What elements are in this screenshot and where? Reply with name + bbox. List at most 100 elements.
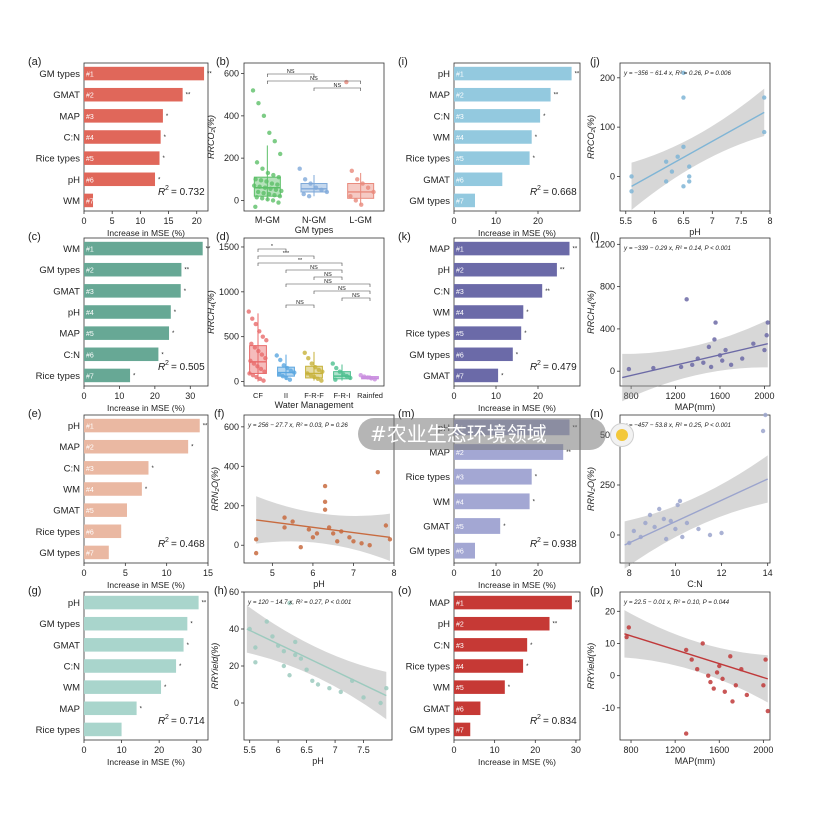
data-point [714,670,720,675]
bar-code-label: #1 [86,247,94,254]
bar-6 [454,368,499,383]
data-point [264,619,269,624]
significance-mark: ** [573,247,578,253]
bar-2 [84,109,163,123]
category-label: GM types [409,725,450,736]
category-label: pH [68,175,80,186]
data-point [308,373,314,378]
bar-code-label: #5 [456,331,464,338]
category-label: Rice types [36,527,81,538]
x-tick-label: 800 [624,391,639,401]
category-label: GMAT [53,286,80,297]
bar-code-label: #2 [456,450,464,457]
significance-mark: * [190,622,193,628]
bar-code-label: #5 [86,508,94,515]
x-axis-label: Increase in MSE (%) [107,757,185,767]
x-axis-label: C:N [687,579,703,589]
category-label: C:N [64,662,81,673]
x-tick-label: 20 [530,745,540,755]
x-axis-label: pH [689,227,701,237]
y-tick-label: -10 [602,703,615,713]
data-point [287,673,292,678]
data-point [257,329,262,334]
significance-bracket [267,80,361,84]
bar-code-label: #3 [86,289,94,296]
category-label: pH [438,69,450,80]
category-label: pH [438,619,450,630]
bar-code-label: #4 [86,487,94,494]
significance-mark: * [543,114,546,120]
x-tick-label: II [284,391,288,400]
data-point [260,166,265,171]
data-point [763,657,768,662]
x-tick-label: 10 [670,568,680,578]
plot-frame [243,237,385,387]
x-tick-label: 20 [150,391,160,401]
bar-6 [454,722,471,737]
category-label: GMAT [53,506,80,517]
bar-0 [454,66,572,81]
data-point [253,177,258,182]
bar-3 [84,659,177,673]
data-point [362,374,367,379]
category-label: Rice types [406,154,451,165]
bar-6 [84,368,131,383]
bar-5 [454,542,475,559]
data-point [372,377,378,382]
x-tick-label: 15 [203,568,213,578]
r2-label: R [530,539,537,550]
significance-mark: * [166,114,169,120]
data-point [696,526,701,532]
significance-mark: ** [203,424,208,430]
data-point [626,625,632,630]
bracket-label: NS [324,272,332,278]
x-axis-label: GM types [295,225,334,235]
data-point [673,526,678,532]
data-point [306,194,312,199]
bar-code-label: #2 [456,268,464,275]
x-tick-label: N-GM [302,215,326,225]
data-point [284,375,289,381]
data-point [287,377,293,382]
bar-5 [454,172,503,187]
x-axis-label: pH [313,579,325,589]
category-label: GMAT [423,704,450,715]
data-point [728,654,733,659]
bar-4 [84,326,170,340]
y-tick-label: 500 [224,332,239,342]
data-point [330,361,335,366]
category-label: GM types [409,350,450,361]
x-axis-label: MAP(mm) [675,402,716,412]
category-label: GM types [39,548,80,559]
y-tick-label: 1000 [219,287,239,297]
category-label: MAP [59,442,80,453]
data-point [250,88,256,93]
data-point [751,341,756,346]
x-tick-label: 5 [270,568,275,578]
bar-code-label: #2 [456,622,464,629]
data-point [279,188,284,194]
bar-6 [84,193,94,208]
category-label: WM [63,244,80,255]
x-tick-label: 1600 [709,745,729,755]
data-point [680,534,685,540]
panel-label: (m) [398,408,415,420]
data-point [663,179,669,184]
data-point [711,686,716,691]
data-point [256,348,261,354]
bar-code-label: #3 [86,466,94,473]
category-label: GMAT [53,640,80,651]
data-point [762,95,767,100]
panel-label: (e) [28,408,41,420]
bar-code-label: #5 [456,156,464,163]
bar-code-label: #4 [456,664,464,671]
x-tick-label: 10 [490,745,500,755]
x-tick-label: 800 [624,745,639,755]
data-point [255,364,260,369]
data-point [278,151,283,157]
r2-value: = 0.938 [543,539,577,550]
data-point [324,189,330,195]
plot-frame [453,414,581,564]
significance-mark: ** [186,93,191,99]
r2-superscript: 2 [537,714,541,721]
